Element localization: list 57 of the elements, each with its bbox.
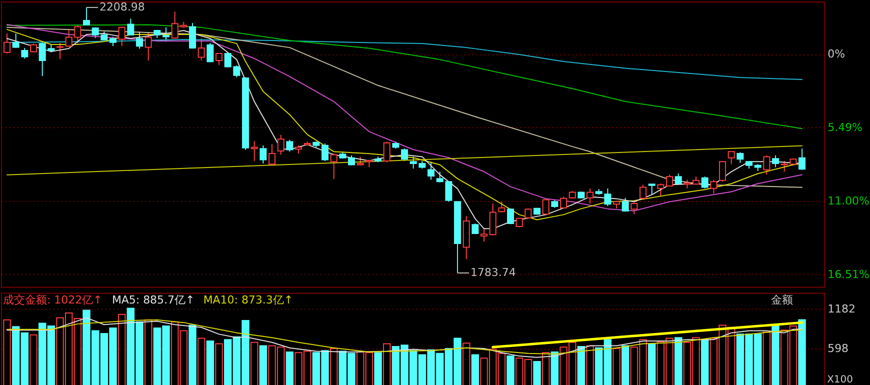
candlestick bbox=[216, 52, 223, 66]
annotation: 2208.98 bbox=[99, 0, 145, 14]
candlestick bbox=[701, 176, 708, 189]
candlestick bbox=[728, 151, 735, 165]
y-tick-label: 598 bbox=[828, 342, 849, 356]
candlestick bbox=[542, 198, 550, 216]
candlestick bbox=[719, 161, 726, 182]
candlestick bbox=[56, 42, 64, 60]
candlestick bbox=[648, 184, 656, 195]
candlestick bbox=[268, 144, 276, 166]
y-tick-label: 16.51% bbox=[828, 268, 870, 281]
candlestick bbox=[21, 47, 28, 60]
candlestick bbox=[12, 33, 20, 48]
y-tick-label: 1182 bbox=[828, 302, 856, 316]
candlestick bbox=[480, 228, 488, 242]
candlestick bbox=[206, 42, 214, 63]
y-tick-label: 11.00% bbox=[828, 194, 870, 208]
y-tick-label: 5.49% bbox=[828, 120, 862, 134]
candlestick bbox=[640, 184, 647, 200]
annotation: 金额 bbox=[771, 294, 794, 307]
candlestick bbox=[250, 140, 258, 162]
candlestick bbox=[4, 33, 11, 54]
candlestick bbox=[348, 154, 356, 166]
candlestick bbox=[144, 32, 152, 61]
series-label: 成交金额: 1022亿↑ bbox=[2, 294, 102, 307]
candlestick bbox=[83, 6, 90, 26]
candlestick bbox=[772, 154, 780, 168]
candlestick bbox=[189, 22, 196, 50]
candlestick bbox=[330, 153, 338, 180]
candlestick bbox=[736, 152, 744, 164]
candlestick bbox=[277, 134, 284, 156]
text: X100 bbox=[827, 374, 853, 385]
candlestick bbox=[586, 188, 594, 204]
series-label: MA10: 873.3亿↑ bbox=[203, 294, 294, 307]
candlestick bbox=[383, 141, 390, 163]
candlestick bbox=[657, 183, 664, 197]
candlestick bbox=[763, 154, 770, 176]
candlestick bbox=[322, 143, 329, 162]
y-tick-label: 0% bbox=[828, 48, 846, 61]
line-series bbox=[6, 24, 803, 130]
series-label: MA5: 885.7亿↑ bbox=[112, 294, 195, 307]
candlestick bbox=[710, 179, 718, 194]
candlestick bbox=[489, 202, 496, 236]
candlestick bbox=[498, 201, 506, 213]
candlestick bbox=[110, 36, 117, 47]
candlestick bbox=[260, 144, 267, 164]
candlestick bbox=[560, 196, 568, 209]
annotation: 1783.74 bbox=[470, 266, 516, 279]
candlestick bbox=[198, 38, 205, 61]
candlestick bbox=[286, 139, 294, 152]
candlestick bbox=[118, 26, 126, 47]
candlestick bbox=[127, 18, 134, 36]
candlestick bbox=[622, 197, 629, 212]
candlestick bbox=[798, 148, 806, 170]
candlestick bbox=[428, 161, 435, 180]
candlestick bbox=[136, 31, 144, 50]
candlestick bbox=[401, 148, 408, 162]
